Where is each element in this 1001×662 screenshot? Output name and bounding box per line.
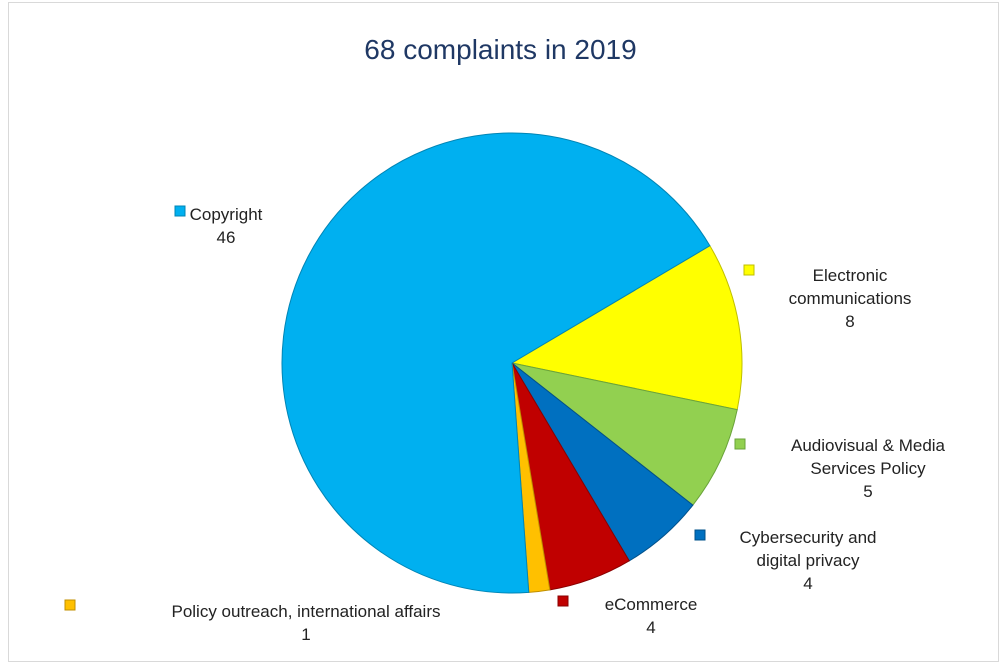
data-label-value-copyright: 46: [217, 228, 236, 247]
data-label-cybersecurity-and-digital-privacy: digital privacy: [757, 551, 860, 570]
data-label-ecommerce: eCommerce: [605, 595, 698, 614]
data-label-audiovisual-media-services-policy: Audiovisual & Media: [791, 436, 946, 455]
data-label-electronic-communications: communications: [789, 289, 912, 308]
data-label-copyright: Copyright: [190, 205, 263, 224]
legend-marker-ecommerce: [557, 595, 569, 607]
data-label-value-ecommerce: 4: [646, 618, 655, 637]
data-label-cybersecurity-and-digital-privacy: Cybersecurity and: [739, 528, 876, 547]
legend-marker-copyright: [174, 205, 186, 217]
data-label-policy-outreach-international-affairs: Policy outreach, international affairs: [171, 602, 440, 621]
data-label-value-audiovisual-media-services-policy: 5: [863, 482, 872, 501]
legend-marker-audiovisual-media-services-policy: [734, 438, 746, 450]
pie-slices: [281, 132, 743, 594]
legend-marker-cybersecurity-and-digital-privacy: [694, 529, 706, 541]
legend-marker-policy-outreach-international-affairs: [64, 599, 76, 611]
pie-labels: Electronic communications 8 Audiovisual & M…: [64, 205, 946, 644]
data-label-audiovisual-media-services-policy: Services Policy: [810, 459, 926, 478]
data-label-electronic-communications: Electronic: [813, 266, 888, 285]
legend-marker-electronic-communications: [743, 264, 755, 276]
data-label-value-electronic-communications: 8: [845, 312, 854, 331]
pie-slice-copyright: [281, 132, 711, 594]
pie-slice-electronic-communications: [510, 245, 743, 411]
chart-title: 68 complaints in 2019: [364, 34, 637, 65]
data-label-value-policy-outreach-international-affairs: 1: [301, 625, 310, 644]
pie-slice-audiovisual-media-services-policy: [511, 362, 738, 506]
data-label-value-cybersecurity-and-digital-privacy: 4: [803, 574, 812, 593]
